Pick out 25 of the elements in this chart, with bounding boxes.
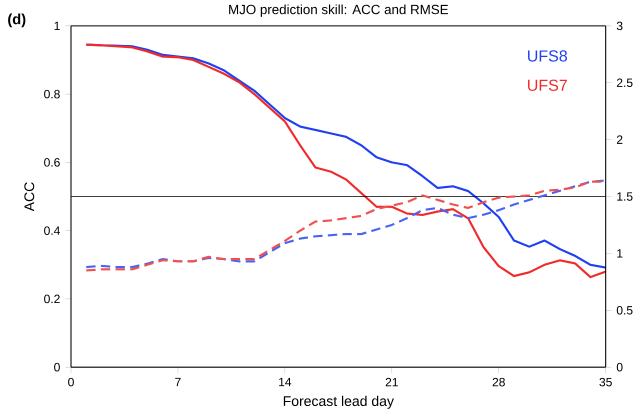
y-tick-label: 0.4	[44, 226, 60, 235]
x-tick-label: 28	[492, 378, 505, 386]
text: UFS7	[528, 79, 567, 91]
y2-tick-label: 3	[616, 21, 622, 30]
y2-tick-label: 0	[616, 362, 623, 372]
y-tick-label: 0.6	[44, 158, 60, 167]
y-tick-label: 0	[54, 362, 60, 372]
y-axis-title: ACC	[24, 182, 34, 212]
x-tick-label: 21	[386, 378, 398, 386]
y2-tick-label: 1	[617, 249, 622, 258]
x-axis-title: Forecast lead day	[284, 396, 394, 409]
y-tick-label: 0.2	[44, 294, 60, 304]
y-tick-label: 1	[54, 22, 60, 30]
y2-tick-label: 2	[616, 135, 622, 144]
y-tick-label: 0.8	[44, 90, 60, 98]
y2-tick-label: 0.5	[616, 306, 633, 314]
text: UFS8	[528, 50, 568, 62]
y2-tick-label: 1.5	[617, 192, 633, 201]
x-tick-label: 35	[599, 378, 612, 386]
text: (d)	[8, 13, 26, 28]
x-tick-label: 7	[175, 378, 181, 386]
x-tick-label: 0	[68, 378, 74, 386]
x-tick-label: 14	[279, 378, 292, 386]
chart-title: MJO prediction skill: ACC and RMSE	[229, 4, 448, 17]
y2-tick-label: 2.5	[616, 78, 633, 87]
